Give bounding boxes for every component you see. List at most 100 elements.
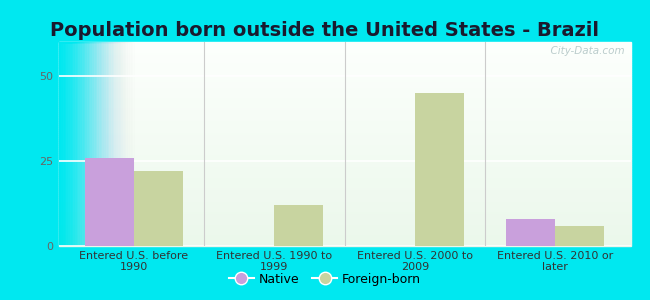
Bar (58, 42, 88, 246)
Bar (58, 207, 630, 209)
Bar (58, 101, 630, 103)
Bar (58, 209, 630, 211)
Bar (58, 242, 630, 244)
Text: City-Data.com: City-Data.com (544, 46, 625, 56)
Bar (58, 177, 630, 179)
Bar (58, 42, 115, 246)
Bar (58, 170, 630, 172)
Bar (58, 136, 630, 138)
Bar (58, 185, 630, 187)
Bar (58, 91, 630, 93)
Bar (58, 62, 630, 64)
Bar (58, 95, 630, 97)
Bar (58, 42, 99, 246)
Bar (58, 42, 141, 246)
Bar (58, 183, 630, 185)
Bar (58, 42, 66, 246)
Bar (58, 224, 630, 226)
Bar (58, 48, 630, 50)
Bar (58, 50, 630, 52)
Bar (58, 152, 630, 154)
Bar (555, 226, 605, 246)
Bar (58, 83, 630, 85)
Bar (58, 42, 91, 246)
Bar (58, 236, 630, 238)
Bar (58, 42, 96, 246)
Bar (58, 221, 630, 224)
Bar (58, 42, 127, 246)
Bar (58, 42, 62, 246)
Bar (58, 230, 630, 232)
Bar (58, 93, 630, 95)
Bar (58, 42, 105, 246)
Bar (58, 64, 630, 67)
Bar (58, 67, 630, 68)
Bar (58, 60, 630, 62)
Bar (58, 105, 630, 107)
Bar (58, 42, 86, 246)
Bar (58, 150, 630, 152)
Bar (58, 160, 630, 162)
Bar (58, 154, 630, 156)
Bar (58, 79, 630, 81)
Bar (58, 42, 64, 246)
Bar (58, 42, 90, 246)
Bar (58, 42, 133, 246)
Bar (58, 193, 630, 195)
Bar (58, 42, 136, 246)
Bar (58, 189, 630, 191)
Bar (58, 140, 630, 142)
Bar (58, 46, 630, 48)
Bar (58, 42, 120, 246)
Bar (58, 42, 81, 246)
Bar (58, 218, 630, 220)
Bar (58, 130, 630, 132)
Bar (58, 44, 630, 46)
Bar (58, 111, 630, 113)
Bar (58, 42, 125, 246)
Bar (58, 119, 630, 122)
Bar (58, 124, 630, 126)
Bar (58, 42, 79, 246)
Bar (58, 42, 60, 246)
Bar (58, 89, 630, 91)
Bar (58, 97, 630, 99)
Bar (506, 219, 555, 246)
Bar (58, 42, 77, 246)
Bar (58, 42, 113, 246)
Bar (58, 42, 137, 246)
Text: Population born outside the United States - Brazil: Population born outside the United State… (51, 21, 599, 40)
Bar (58, 81, 630, 83)
Bar (58, 42, 70, 246)
Legend: Native, Foreign-born: Native, Foreign-born (224, 268, 426, 291)
Bar (58, 42, 72, 246)
Bar (58, 52, 630, 54)
Bar (58, 197, 630, 199)
Bar (58, 42, 630, 44)
Bar (58, 201, 630, 203)
Bar (58, 164, 630, 166)
Bar (415, 93, 464, 246)
Bar (58, 215, 630, 217)
Bar (58, 113, 630, 116)
Bar (58, 203, 630, 205)
Bar (58, 142, 630, 144)
Bar (58, 42, 94, 246)
Bar (58, 42, 129, 246)
Bar (58, 42, 134, 246)
Bar (58, 42, 122, 246)
Bar (58, 191, 630, 193)
Bar (58, 68, 630, 70)
Bar (58, 179, 630, 181)
Bar (58, 109, 630, 111)
Bar (58, 122, 630, 124)
Bar (58, 54, 630, 56)
Bar (58, 226, 630, 228)
Bar (58, 42, 118, 246)
Bar (58, 220, 630, 221)
Bar (58, 42, 67, 246)
Bar (58, 42, 103, 246)
Bar (58, 42, 98, 246)
Bar (58, 211, 630, 213)
Bar (58, 42, 101, 246)
